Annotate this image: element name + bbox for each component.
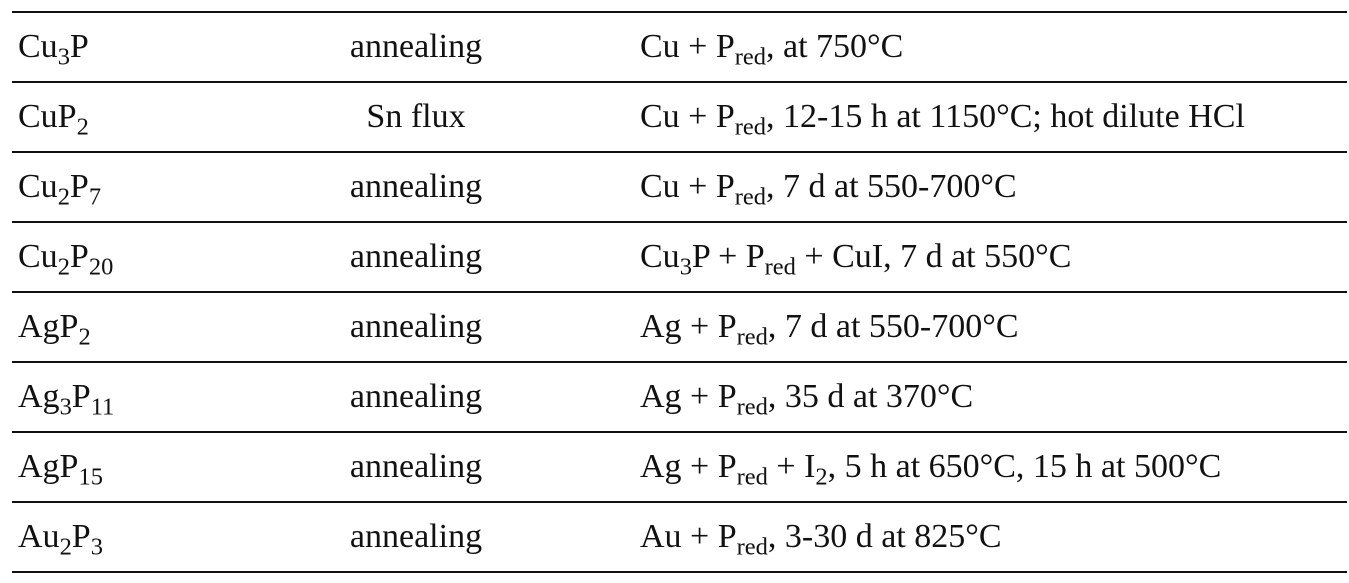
subscript: 3 <box>59 393 72 421</box>
subscript: red <box>734 43 767 71</box>
cell-text: , 35 d at 370°C <box>767 378 974 415</box>
cell-text: + I <box>767 448 816 485</box>
table-cell: Cu3P <box>12 12 268 83</box>
table-row: CuP2 Sn flux Cu + Pred, 12-15 h at 1150°C;… <box>12 82 1347 153</box>
subscript: red <box>734 113 767 141</box>
cell-text: Cu + P <box>640 168 735 205</box>
cell-text: annealing <box>349 238 483 275</box>
cell-text: P + P <box>691 238 765 275</box>
cell-text: annealing <box>349 28 483 65</box>
table-row: Cu2P20 annealing Cu3P + Pred + CuI, 7 d at… <box>12 222 1347 293</box>
table-cell: annealing <box>268 152 564 223</box>
table-cell: Au + Pred, 3-30 d at 825°C <box>564 502 1347 573</box>
cell-text: P <box>71 518 91 555</box>
cell-text: Cu <box>18 238 58 275</box>
subscript: red <box>764 253 796 281</box>
cell-text: Ag + P <box>640 378 737 415</box>
cell-text: Ag <box>18 378 60 415</box>
subscript: red <box>736 533 768 561</box>
cell-text: Ag + P <box>640 308 737 345</box>
cell-text: AgP <box>18 448 79 485</box>
cell-text: , 12-15 h at 1150°C; hot dilute HCl <box>766 98 1245 135</box>
cell-text: annealing <box>349 308 483 345</box>
table-row: Cu2P7 annealing Cu + Pred, 7 d at 550-700°… <box>12 152 1347 223</box>
subscript: 3 <box>679 253 692 281</box>
table-cell: annealing <box>268 502 564 573</box>
cell-text: P <box>71 378 91 415</box>
subscript: 3 <box>57 43 70 71</box>
table-cell: annealing <box>268 222 564 293</box>
cell-text: Cu <box>640 238 680 275</box>
table-cell: CuP2 <box>12 82 268 153</box>
cell-text: annealing <box>349 518 483 555</box>
cell-text: P <box>69 168 89 205</box>
subscript: red <box>736 393 768 421</box>
cell-text: annealing <box>349 168 483 205</box>
table-cell: Cu2P7 <box>12 152 268 223</box>
subscript: 2 <box>57 253 70 281</box>
table-cell: annealing <box>268 292 564 363</box>
table-cell: Ag3P11 <box>12 362 268 433</box>
cell-text: Cu + P <box>640 98 735 135</box>
table-cell: Cu + Pred, at 750°C <box>564 12 1347 83</box>
cell-text: Cu + P <box>640 28 735 65</box>
table-cell: Ag + Pred + I2, 5 h at 650°C, 15 h at 50… <box>564 432 1347 503</box>
table-cell: Cu3P + Pred + CuI, 7 d at 550°C <box>564 222 1347 293</box>
cell-text: Sn flux <box>366 98 466 135</box>
cell-text: annealing <box>349 378 483 415</box>
subscript: 15 <box>78 463 103 491</box>
table-cell: annealing <box>268 432 564 503</box>
subscript: 20 <box>88 253 114 281</box>
table-row: Au2P3 annealing Au + Pred, 3-30 d at 825°C <box>12 502 1347 573</box>
table-cell: Au2P3 <box>12 502 268 573</box>
cell-text: + CuI, 7 d at 550°C <box>795 238 1072 275</box>
table-cell: Sn flux <box>268 82 564 153</box>
table-cell: Cu2P20 <box>12 222 268 293</box>
table-row: AgP2 annealing Ag + Pred, 7 d at 550-700°C <box>12 292 1347 363</box>
subscript: 2 <box>815 463 828 491</box>
cell-text: CuP <box>18 98 77 135</box>
cell-text: , 7 d at 550-700°C <box>767 308 1019 345</box>
cell-text: Ag + P <box>640 448 737 485</box>
table-cell: Ag + Pred, 35 d at 370°C <box>564 362 1347 433</box>
cell-text: , 3-30 d at 825°C <box>767 518 1002 555</box>
subscript: 7 <box>88 183 102 211</box>
table-cell: Cu + Pred, 7 d at 550-700°C <box>564 152 1347 223</box>
table-row: Cu3P annealing Cu + Pred, at 750°C <box>12 12 1347 83</box>
cell-text: Cu <box>18 168 58 205</box>
cell-text: , at 750°C <box>766 28 904 65</box>
table-cell: Ag + Pred, 7 d at 550-700°C <box>564 292 1347 363</box>
cell-text: , 5 h at 650°C, 15 h at 500°C <box>827 448 1222 485</box>
table-row: AgP15 annealing Ag + Pred + I2, 5 h at 650… <box>12 432 1347 503</box>
subscript: 2 <box>57 183 70 211</box>
subscript: red <box>734 183 767 211</box>
subscript: 2 <box>76 113 89 141</box>
cell-text: P <box>69 28 89 65</box>
table-cell: annealing <box>268 12 564 83</box>
table-cell: AgP15 <box>12 432 268 503</box>
subscript: 2 <box>78 323 91 351</box>
table-row: Ag3P11 annealing Ag + Pred, 35 d at 370°C <box>12 362 1347 433</box>
cell-text: Cu <box>18 28 58 65</box>
cell-text: AgP <box>18 308 79 345</box>
subscript: 11 <box>90 393 115 421</box>
cell-text: , 7 d at 550-700°C <box>766 168 1017 205</box>
synthesis-table: Cu3P annealing Cu + Pred, at 750°C CuP2 Sn f… <box>12 11 1347 573</box>
subscript: red <box>736 323 768 351</box>
subscript: red <box>736 463 768 491</box>
table-cell: Cu + Pred, 12-15 h at 1150°C; hot dilute… <box>564 82 1347 153</box>
table-cell: annealing <box>268 362 564 433</box>
cell-text: Au + P <box>640 518 737 555</box>
table-body: Cu3P annealing Cu + Pred, at 750°C CuP2 Sn f… <box>12 12 1347 573</box>
table-cell: AgP2 <box>12 292 268 363</box>
cell-text: Au <box>18 518 60 555</box>
cell-text: annealing <box>349 448 483 485</box>
subscript: 2 <box>59 533 72 561</box>
subscript: 3 <box>90 533 103 561</box>
cell-text: P <box>69 238 89 275</box>
